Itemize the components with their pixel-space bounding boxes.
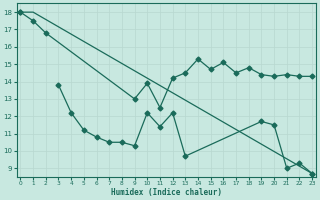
X-axis label: Humidex (Indice chaleur): Humidex (Indice chaleur) <box>111 188 222 197</box>
